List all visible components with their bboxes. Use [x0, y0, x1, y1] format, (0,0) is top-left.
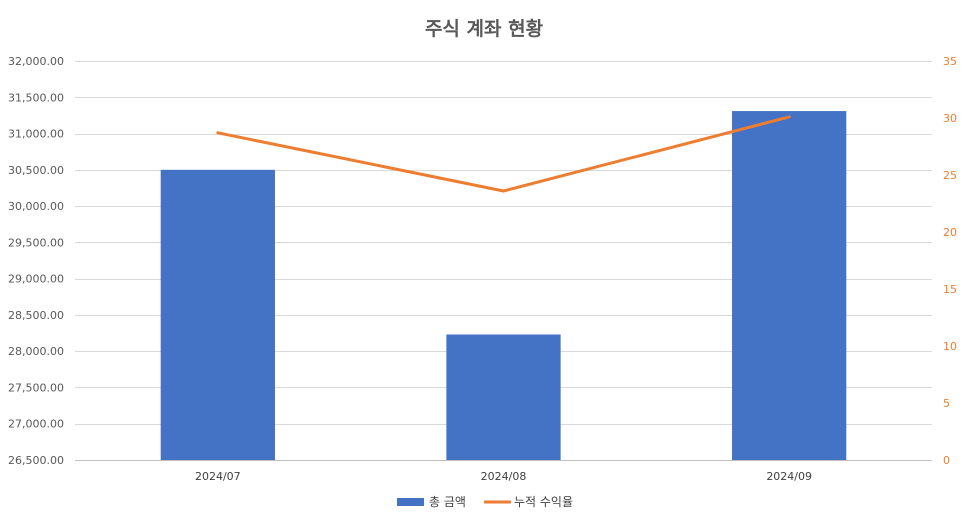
left-tick-label: 31,500.00: [8, 91, 64, 104]
right-tick-label: 15: [943, 283, 957, 296]
right-tick-label: 25: [943, 169, 957, 182]
left-tick-label: 27,000.00: [8, 418, 64, 431]
right-axis: 0 5 10 15 20 25 30 35: [943, 55, 957, 467]
bar: [160, 169, 275, 460]
left-tick-label: 30,500.00: [8, 164, 64, 177]
left-tick-label: 26,500.00: [8, 454, 64, 467]
left-tick-label: 32,000.00: [8, 55, 64, 68]
right-tick-label: 30: [943, 112, 957, 125]
right-tick-label: 20: [943, 226, 957, 239]
right-tick-label: 5: [943, 397, 950, 410]
series-line: [216, 115, 791, 193]
legend-label: 총 금액: [429, 495, 466, 509]
right-tick-label: 10: [943, 340, 957, 353]
legend: 총 금액 누적 수익율: [397, 495, 573, 509]
line-series-cumulative-return: [216, 115, 791, 193]
left-axis: 26,500.00 27,000.00 27,500.00 28,000.00 28,5…: [8, 55, 64, 467]
left-tick-label: 29,500.00: [8, 236, 64, 249]
right-tick-label: 35: [943, 55, 957, 68]
right-tick-label: 0: [943, 454, 950, 467]
legend-swatch-bar: [397, 498, 424, 506]
chart-title: 주식 계좌 현황: [425, 17, 544, 40]
left-tick-label: 28,500.00: [8, 309, 64, 322]
bar-series-total-amount: [160, 111, 847, 460]
x-tick-label: 2024/08: [481, 470, 527, 483]
x-axis: 2024/07 2024/08 2024/09: [195, 470, 812, 483]
bar: [446, 334, 561, 460]
left-tick-label: 27,500.00: [8, 381, 64, 394]
left-tick-label: 28,000.00: [8, 345, 64, 358]
left-tick-label: 29,000.00: [8, 273, 64, 286]
left-tick-label: 30,000.00: [8, 200, 64, 213]
bar: [732, 111, 847, 460]
legend-label: 누적 수익율: [514, 495, 573, 509]
left-tick-label: 31,000.00: [8, 128, 64, 141]
x-tick-label: 2024/09: [766, 470, 812, 483]
x-tick-label: 2024/07: [195, 470, 241, 483]
